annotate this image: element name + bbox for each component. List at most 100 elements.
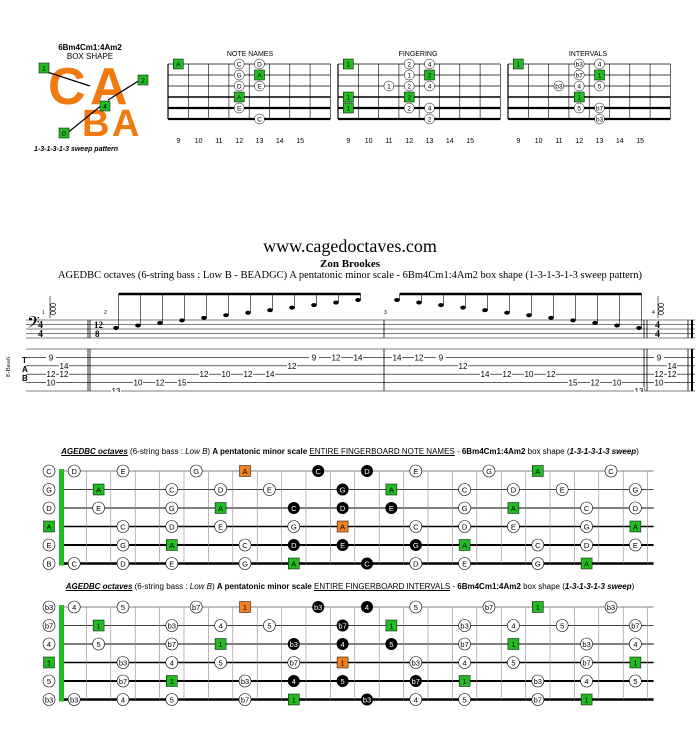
title-part: box shape ( [525,447,570,456]
tab-number: 12 [47,370,56,379]
tab-number: 10 [134,379,143,388]
note-marker [42,501,56,515]
marker-label: A [46,523,51,532]
diagram-note-marker [254,58,265,70]
marker-label: b3 [412,659,420,668]
marker-label: E [340,541,345,550]
note-marker [409,600,423,614]
box-note-marker [336,638,349,650]
diagram-root-marker [233,91,245,103]
measure-number: 4 [652,310,655,316]
note-marker [458,520,471,533]
tab-number: 12 [459,362,468,371]
diagram-note-label: 1 [346,62,350,69]
diagram-note-marker [594,113,605,125]
diagram-note-label: 4 [598,62,602,69]
box-note-marker [336,502,349,514]
marker-label: b3 [168,622,176,631]
tab-number: 9 [49,353,54,362]
marker-label: G [632,486,638,495]
note-marker [42,538,56,552]
box-note-marker [385,502,398,514]
marker-label: b7 [45,622,53,631]
diagram-note-marker [594,102,605,114]
fingerboard-intervals-title: AGEDBC octaves (6-string bass : Low B) A… [0,582,700,591]
note-marker [42,674,56,688]
tab-number-bg [480,370,490,379]
note-marker [604,600,618,614]
tab-number: 12 [200,370,209,379]
tab-number-bg [524,370,534,379]
root-marker [532,601,544,613]
marker-label: G [193,467,199,476]
marker-label: 4 [170,659,174,668]
note-marker [116,520,130,533]
marker-label: G [486,467,492,476]
marker-label: C [120,523,126,532]
note-marker [482,464,496,478]
marker-label: C [71,560,77,569]
marker-label: G [242,560,248,569]
marker-label: A [340,523,345,532]
note-marker [458,619,471,632]
diagram-fret-number: 12 [575,138,583,145]
marker-label: D [364,467,370,476]
tab-number: 15 [178,379,187,388]
tab-number: 12 [655,370,664,379]
tab-number-bg [177,378,187,387]
logo-arrow [46,71,91,87]
note-marker [238,693,252,706]
note-marker [116,557,130,570]
tab-number: 14 [393,353,402,362]
instrument-name: E-Bass6 [6,357,12,377]
note-marker [92,501,105,515]
tab-number: 12 [415,353,424,362]
note-marker [116,656,130,669]
tab-number: 12 [668,370,677,379]
marker-label: 5 [267,622,271,631]
root-marker [532,465,544,477]
marker-label: b7 [582,659,590,668]
marker-label: 1 [463,677,467,686]
tab-number: 10 [222,370,231,379]
run-notehead [245,310,251,315]
note-marker [116,693,130,706]
note-marker [507,520,520,533]
logo-letter-a2: A [112,103,139,145]
note-marker [409,520,423,533]
diagram-note-label: 1 [387,84,391,91]
marker-label: b7 [192,603,200,612]
run-notehead [355,298,361,302]
marker-label: A [291,560,296,569]
note-marker [629,501,642,515]
time-sig2-top: 12 [94,320,104,330]
marker-label: 5 [170,696,174,705]
marker-label: E [462,560,467,569]
tab-number: 14 [60,362,69,371]
diagram-note-marker [383,80,395,92]
tab-number-bg [309,353,319,362]
box-note-marker [385,638,398,650]
box-shape-label: 6Bm4Cm1:4Am2 BOX SHAPE [40,43,140,61]
marker-label: D [169,523,175,532]
marker-label: 5 [511,659,515,668]
logo-letter-c: C [48,58,86,116]
note-marker [287,656,301,669]
marker-label: G [169,504,175,513]
diagram-note-label: G [237,73,242,80]
title-part: ) [212,582,217,591]
marker-label: b3 [582,640,590,649]
diagram-note-label: 4 [428,106,432,113]
note-marker [580,637,593,651]
marker-label: D [462,523,468,532]
marker-label: 4 [292,677,296,686]
tab-number: 12 [244,370,253,379]
diagram-note-marker [233,69,245,81]
diagram-note-marker [424,80,435,92]
note-marker [580,520,593,533]
diagram-fret-number: 12 [235,138,243,145]
chord-notehead [658,302,664,308]
tab-number-bg [654,370,664,379]
box-shape-name: 6Bm4Cm1:4Am2 [58,43,122,52]
note-marker [67,693,81,706]
